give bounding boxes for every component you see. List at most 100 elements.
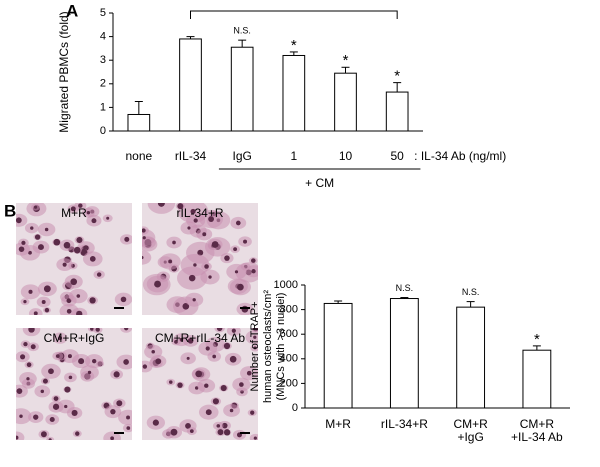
- bracket: [190, 10, 398, 19]
- nucleus: [110, 408, 116, 415]
- significance: N.S.: [396, 283, 414, 293]
- bar: [385, 91, 409, 132]
- y-axis-label: Number of TRAP+: [249, 302, 261, 392]
- nucleus: [73, 246, 81, 254]
- nucleus: [192, 298, 196, 302]
- nucleus: [95, 328, 100, 332]
- nucleus: [179, 337, 184, 342]
- nucleus: [37, 244, 44, 251]
- nucleus: [28, 328, 35, 333]
- nucleus: [76, 236, 83, 244]
- nucleus: [168, 259, 173, 264]
- nucleus: [194, 386, 199, 390]
- nucleus: [205, 346, 210, 351]
- nucleus: [151, 350, 155, 354]
- x-tick-label: rIL-34+R: [381, 417, 428, 431]
- nucleus: [204, 383, 209, 388]
- nucleus: [235, 220, 241, 226]
- nucleus: [189, 429, 194, 433]
- nucleus: [211, 241, 219, 248]
- nucleus: [55, 354, 60, 358]
- nucleus: [241, 305, 249, 313]
- group-label: + CM: [305, 176, 334, 190]
- significance: *: [291, 37, 297, 54]
- nucleus: [224, 255, 230, 261]
- x-tick-label: 1: [290, 149, 297, 163]
- nucleus: [193, 218, 198, 223]
- nucleus: [142, 364, 148, 369]
- x-tick-label: IgG: [232, 149, 251, 163]
- y-tick-label: 800: [280, 304, 298, 316]
- nucleus: [170, 428, 178, 436]
- nucleus: [68, 375, 73, 380]
- y-axis-label: Migrated PBMCs (fold): [57, 11, 71, 132]
- nucleus: [243, 239, 248, 244]
- y-axis-label: human osteoclasts/cm²: [262, 290, 274, 403]
- y-tick-label: 400: [280, 353, 298, 365]
- nucleus: [52, 403, 60, 410]
- bar: [179, 38, 202, 132]
- nucleus: [152, 419, 159, 426]
- cell: [142, 250, 152, 265]
- nucleus: [92, 358, 97, 364]
- nucleus: [220, 384, 227, 392]
- nucleus: [197, 249, 204, 256]
- nucleus: [234, 270, 239, 274]
- nucleus: [16, 388, 23, 395]
- nucleus: [208, 275, 212, 279]
- nucleus: [90, 328, 94, 331]
- nucleus: [30, 226, 34, 230]
- nucleus: [116, 400, 123, 407]
- x-tick-label: M+R: [325, 417, 351, 431]
- nucleus: [188, 274, 196, 282]
- bar: [389, 298, 419, 409]
- significance: N.S.: [233, 26, 251, 36]
- nucleus: [229, 355, 237, 363]
- scale-bar: [240, 432, 250, 434]
- cells: [142, 328, 258, 440]
- x-tick-label: none: [125, 149, 152, 163]
- nucleus: [87, 370, 92, 375]
- nucleus: [246, 370, 252, 376]
- y-tick-label: 200: [280, 377, 298, 389]
- nucleus: [195, 370, 203, 378]
- significance: *: [394, 68, 400, 85]
- nucleus: [48, 438, 52, 440]
- nucleus: [169, 380, 173, 384]
- bar: [230, 46, 254, 132]
- nucleus: [34, 234, 41, 240]
- nucleus: [229, 408, 234, 413]
- nucleus: [223, 429, 231, 436]
- nucleus: [78, 203, 83, 208]
- nucleus: [33, 311, 38, 315]
- nucleus: [21, 240, 26, 245]
- nucleus: [53, 396, 59, 402]
- nucleus: [217, 429, 224, 436]
- nucleus: [43, 285, 51, 293]
- image-label: CM+R+rIL-34 Ab: [155, 331, 245, 345]
- nucleus: [49, 416, 55, 423]
- nucleus: [223, 342, 231, 350]
- x-tick-label: 50: [390, 149, 404, 163]
- nucleus: [239, 382, 244, 387]
- nucleus: [62, 262, 67, 267]
- nucleus: [253, 436, 257, 440]
- nucleus: [142, 236, 146, 240]
- bar: [522, 349, 552, 409]
- y-tick-label: 1: [100, 101, 106, 113]
- nucleus: [142, 256, 144, 260]
- nucleus: [26, 362, 32, 368]
- nucleus: [120, 296, 127, 303]
- nucleus: [76, 310, 83, 315]
- cell: [120, 328, 132, 333]
- nucleus: [251, 269, 256, 274]
- nucleus: [40, 431, 47, 438]
- nucleus: [23, 341, 28, 347]
- y-tick-label: 600: [280, 328, 298, 340]
- bar: [456, 306, 486, 409]
- bar: [127, 113, 151, 132]
- bar: [334, 72, 357, 132]
- x-tick-label: +IL-34 Ab: [511, 430, 563, 444]
- nucleus: [66, 308, 72, 314]
- nucleus: [41, 300, 46, 304]
